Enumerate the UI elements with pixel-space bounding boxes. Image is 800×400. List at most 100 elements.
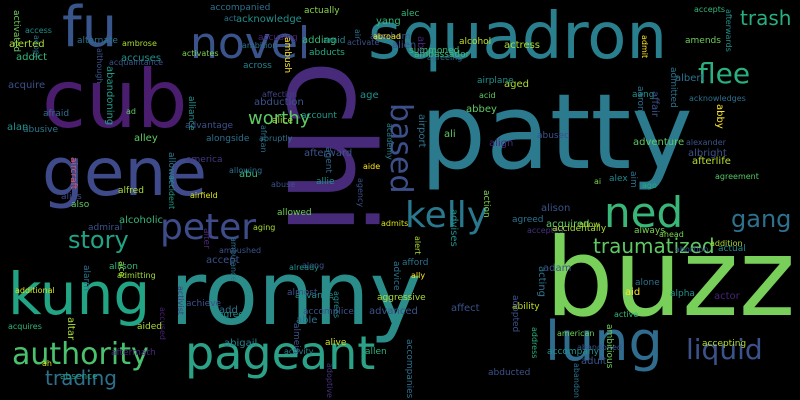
word-agree: agree <box>218 310 244 320</box>
word-alley: alley <box>134 133 158 144</box>
word-squadron: squadron <box>368 0 667 74</box>
word-abby: abby <box>714 104 725 129</box>
word-air: air <box>353 29 362 40</box>
word-amid: amid <box>323 36 346 46</box>
word-actually: actually <box>304 6 340 16</box>
word-alpha: alpha <box>670 289 695 299</box>
word-traumatized: traumatized <box>593 234 715 258</box>
word-afford: afford <box>402 258 429 268</box>
word-abducted: abducted <box>488 368 531 378</box>
word-abusive: abusive <box>23 125 58 135</box>
word-american: american <box>557 329 595 338</box>
word-accidentally: accidentally <box>552 224 607 234</box>
word-accompanies: accompanies <box>404 338 414 398</box>
word-alfred: alfred <box>118 186 144 196</box>
word-agreed: agreed <box>512 215 544 225</box>
word-abroad: abroad <box>373 32 401 41</box>
word-almost: almost <box>287 288 318 298</box>
word-alcoholic: alcoholic <box>119 215 164 226</box>
word-cub: cub <box>42 53 188 146</box>
word-activist: activist <box>176 286 185 315</box>
word-add: add <box>219 305 238 316</box>
word-abbey: abbey <box>466 104 497 115</box>
word-summoned: summoned <box>409 46 460 56</box>
word-additional: additional <box>15 286 55 295</box>
word-accuses: accuses <box>121 53 162 64</box>
word-act: act <box>224 14 237 23</box>
word-abandoning: abandoning <box>104 66 115 126</box>
word-almein: almein <box>291 323 301 354</box>
word-acknowledges: acknowledges <box>689 94 746 103</box>
word-abduction: abduction <box>254 97 304 108</box>
word-allen: allen <box>365 347 387 357</box>
word-accepts: accepts <box>694 5 726 14</box>
word-aircraft: aircraft <box>68 157 78 190</box>
word-peter: peter <box>160 207 257 248</box>
word-aftermath: aftermath <box>111 348 156 358</box>
word-abu: abu <box>239 169 258 180</box>
word-aid: aid <box>625 287 641 298</box>
word-activity: activity <box>284 347 314 356</box>
word-agent: agent <box>323 147 333 173</box>
word-alert: alert <box>413 236 422 255</box>
word-alec: alec <box>401 9 420 19</box>
word-actor: actor <box>714 291 740 302</box>
word-alerted: alerted <box>9 39 45 50</box>
word-abandon: abandon <box>572 363 581 398</box>
word-accusing: accusing <box>258 33 298 43</box>
word-afterlife: afterlife <box>692 156 731 167</box>
word-alien: alien <box>392 40 417 51</box>
word-gene: gene <box>42 134 207 211</box>
word-alongside: alongside <box>206 134 250 144</box>
word-addict: addict <box>16 52 48 63</box>
word-absence: absence <box>60 372 98 382</box>
word-trash: trash <box>740 6 792 30</box>
word-although: although <box>95 48 104 84</box>
word-altar: altar <box>65 317 76 341</box>
word-story: story <box>68 226 129 254</box>
word-ah: ah <box>42 359 52 368</box>
word-adventure: adventure <box>633 137 685 148</box>
word-active: active <box>614 310 639 319</box>
word-abused: abused <box>537 131 570 141</box>
word-adam: adam <box>543 263 572 274</box>
word-account: account <box>301 111 337 121</box>
word-activates: activates <box>182 49 219 58</box>
word-america: america <box>186 155 223 165</box>
word-alex: alex <box>609 174 628 184</box>
word-ali: ali <box>444 129 456 140</box>
word-admits: admits <box>381 219 409 228</box>
word-worthy: worthy <box>248 108 311 129</box>
word-alexander: alexander <box>686 138 726 147</box>
word-accident: accident <box>167 175 176 210</box>
word-always: always <box>634 226 665 236</box>
word-afraid: afraid <box>43 109 70 119</box>
word-allow: allow <box>579 220 600 229</box>
word-accompany: accompany <box>547 347 599 357</box>
word-aggressive: aggressive <box>377 293 426 303</box>
word-flee: flee <box>698 57 751 90</box>
word-alter: alter <box>201 228 211 249</box>
word-ambrose: ambrose <box>122 39 157 48</box>
word-afterward: afterward <box>304 148 353 159</box>
word-amends: amends <box>685 36 721 46</box>
word-agreeing: agreeing <box>427 53 463 62</box>
word-buzz: buzz <box>545 216 796 341</box>
word-address: address <box>530 327 539 359</box>
word-ned: ned <box>604 188 684 237</box>
word-adult: adult <box>581 356 607 367</box>
word-alias: alias <box>61 192 82 202</box>
word-align: align <box>489 138 514 149</box>
word-aang: aang <box>632 90 655 100</box>
word-adoptive: adoptive <box>325 363 334 398</box>
word-acting: acting <box>536 266 547 298</box>
word-alison: alison <box>541 203 571 214</box>
word-pageant: pageant <box>185 326 376 380</box>
word-allowed: allowed <box>277 208 312 218</box>
word-gang: gang <box>731 205 792 233</box>
word-alternate: alternate <box>77 36 118 46</box>
word-action: action <box>481 190 491 218</box>
word-allison: allison <box>109 262 138 272</box>
word-across: across <box>243 61 272 71</box>
word-affect: affect <box>451 303 480 314</box>
